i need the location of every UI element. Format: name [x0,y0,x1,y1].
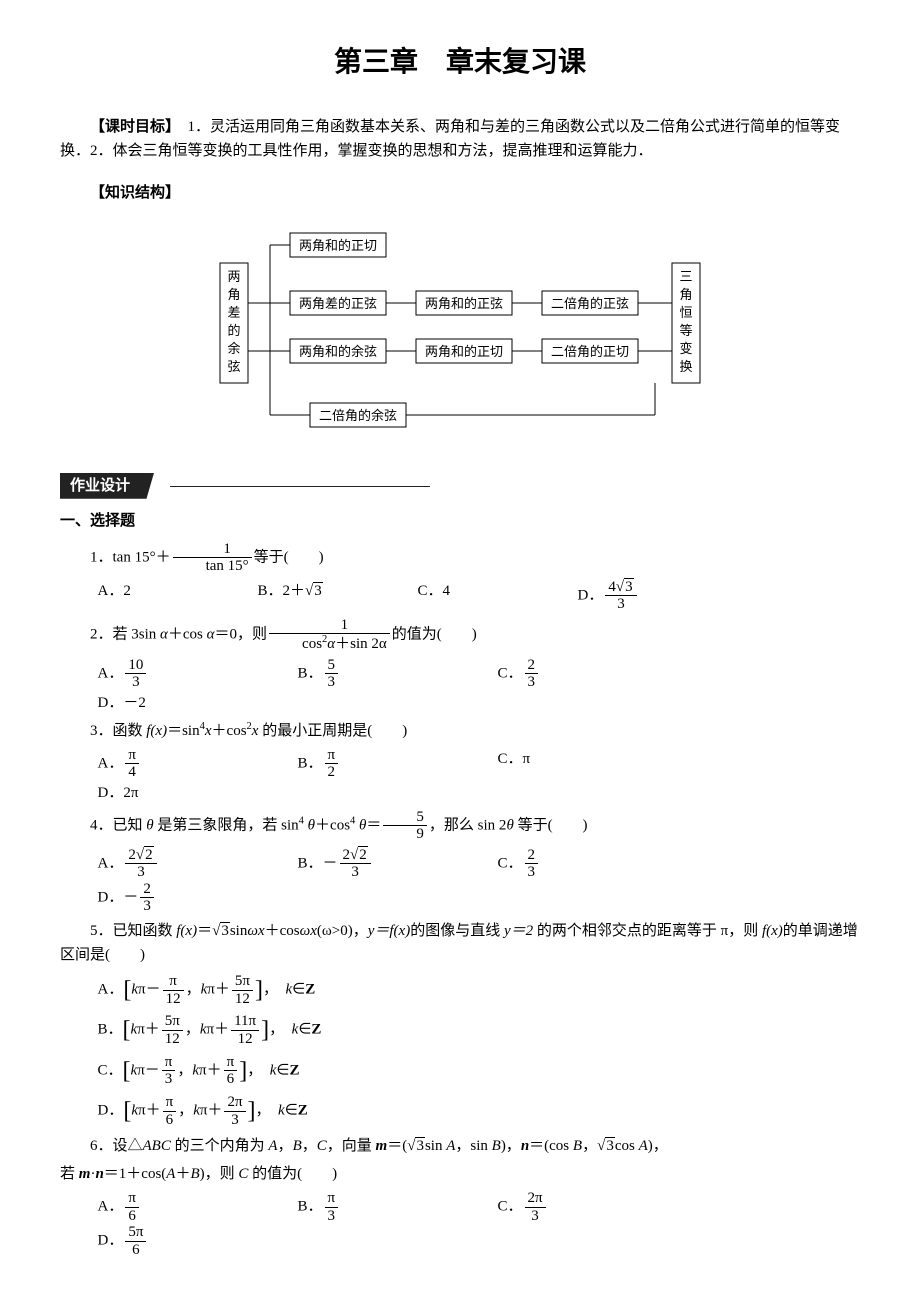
diagram-svg: 两 角 差 的 余 弦 三 角 恒 等 变 换 两角和的正切 两角差的正弦 [200,223,720,443]
question-3-options: A．π4 B．π2 C．π D．2π [98,747,861,805]
q2-opt-B: B．53 [298,657,478,691]
q1-opt-D: D．4√33 [578,579,718,613]
question-6-options: A．π6 B．π3 C．2π3 D．5π6 [98,1190,861,1258]
svg-text:二倍角的正切: 二倍角的正切 [551,344,629,359]
q1-opt-C: C．4 [418,579,558,613]
q4-opt-D: D．－23 [98,881,278,915]
q6-opt-A: A．π6 [98,1190,278,1224]
objective-text: 1．灵活运用同角三角函数基本关系、两角和与差的三角函数公式以及二倍角公式进行简单… [60,119,840,159]
objective-label: 【课时目标】 [90,119,173,135]
work-badge: 作业设计 [60,473,154,499]
question-5-options: A．[kπ－π12，kπ＋5π12]， k∈Z B．[kπ＋5π12，kπ＋11… [98,971,861,1131]
svg-text:差: 差 [227,305,240,320]
q2-opt-D: D．－2 [98,691,278,715]
svg-text:余: 余 [227,341,240,356]
q5-opt-A: A．[kπ－π12，kπ＋5π12]， k∈Z [98,971,861,1009]
svg-text:两角和的正切: 两角和的正切 [425,344,503,359]
q3-opt-C: C．π [498,747,678,781]
svg-text:三: 三 [679,269,692,284]
structure-label: 【知识结构】 [90,185,180,201]
q1-opt-A: A．2 [98,579,238,613]
svg-text:角: 角 [227,287,240,302]
question-4: 4．已知 θ 是第三象限角，若 sin4 θ＋cos4 θ＝59，那么 sin … [60,809,860,843]
objective-block: 【课时目标】 1．灵活运用同角三角函数基本关系、两角和与差的三角函数公式以及二倍… [60,115,860,163]
question-4-options: A．2√23 B．－2√23 C．23 D．－23 [98,847,861,915]
svg-text:变: 变 [679,341,692,356]
q5-opt-B: B．[kπ＋5π12，kπ＋11π12]， k∈Z [98,1011,861,1049]
svg-text:两角和的余弦: 两角和的余弦 [299,344,377,359]
q3-opt-B: B．π2 [298,747,478,781]
svg-text:两角和的正切: 两角和的正切 [299,238,377,253]
q5-opt-D: D．[kπ＋π6，kπ＋2π3]， k∈Z [98,1092,861,1130]
badge-line [170,486,430,487]
q6-opt-D: D．5π6 [98,1224,278,1258]
question-6-line2: 若 m·n＝1＋cos(A＋B)，则 C 的值为( ) [60,1162,860,1186]
q3-opt-A: A．π4 [98,747,278,781]
section-1-heading: 一、选择题 [60,509,860,533]
svg-text:二倍角的余弦: 二倍角的余弦 [319,408,397,423]
q2-opt-A: A．103 [98,657,278,691]
question-5: 5．已知函数 f(x)＝√3sinωx＋cosωx(ω>0)，y＝f(x)的图像… [60,919,860,967]
q4-opt-B: B．－2√23 [298,847,478,881]
question-2: 2．若 3sin α＋cos α＝0，则1cos2α＋sin 2α的值为( ) [60,617,860,653]
q2-opt-C: C．23 [498,657,678,691]
svg-text:两角和的正弦: 两角和的正弦 [425,296,503,311]
q6-opt-B: B．π3 [298,1190,478,1224]
question-6: 6．设△ABC 的三个内角为 A，B，C，向量 m＝(√3sin A，sin B… [60,1134,860,1158]
question-3: 3．函数 f(x)＝sin4x＋cos2x 的最小正周期是( ) [60,719,860,743]
q5-opt-C: C．[kπ－π3，kπ＋π6]， k∈Z [98,1052,861,1090]
question-1-options: A．2 B．2＋√3 C．4 D．4√33 [98,579,861,613]
question-2-options: A．103 B．53 C．23 D．－2 [98,657,861,715]
svg-text:的: 的 [227,323,240,338]
svg-text:二倍角的正弦: 二倍角的正弦 [551,296,629,311]
svg-text:弦: 弦 [227,359,240,374]
question-1: 1．tan 15°＋1tan 15°等于( ) [60,541,860,575]
knowledge-diagram: 两 角 差 的 余 弦 三 角 恒 等 变 换 两角和的正切 两角差的正弦 [60,223,860,443]
q3-opt-D: D．2π [98,781,278,805]
svg-text:等: 等 [679,323,692,338]
svg-text:两角差的正弦: 两角差的正弦 [299,296,377,311]
structure-label-line: 【知识结构】 [60,181,860,205]
q6-opt-C: C．2π3 [498,1190,678,1224]
svg-text:恒: 恒 [679,305,692,320]
svg-text:两: 两 [227,269,240,284]
q4-opt-A: A．2√23 [98,847,278,881]
svg-text:角: 角 [679,287,692,302]
badge-dot-icon [158,482,166,490]
svg-text:换: 换 [679,359,692,374]
work-design-header: 作业设计 [60,473,430,499]
q4-opt-C: C．23 [498,847,678,881]
page-title: 第三章 章末复习课 [60,40,860,85]
q1-opt-B: B．2＋√3 [258,579,398,613]
